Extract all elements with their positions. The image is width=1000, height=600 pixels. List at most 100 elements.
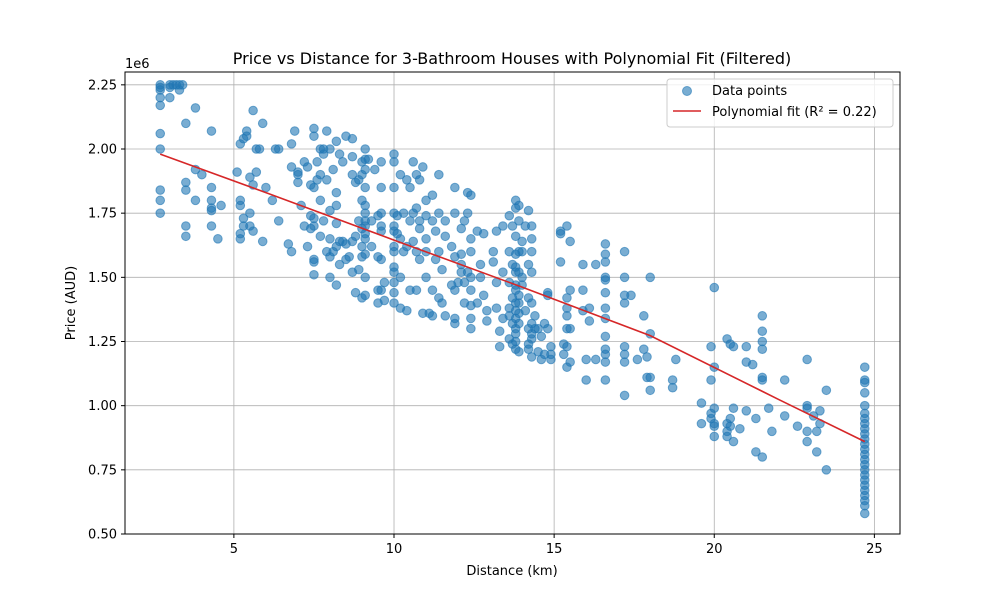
data-point: [437, 264, 447, 275]
data-point: [546, 354, 556, 365]
data-point: [328, 164, 338, 175]
data-point: [725, 421, 736, 432]
data-point: [155, 195, 166, 206]
data-point: [206, 126, 217, 136]
data-point: [514, 318, 524, 329]
data-point: [331, 200, 342, 211]
y-axis-label: Price (AUD): [64, 266, 79, 340]
data-point: [478, 228, 489, 239]
data-point: [584, 316, 595, 326]
data-point: [213, 234, 223, 244]
data-point: [757, 452, 768, 462]
data-point: [450, 208, 460, 218]
data-point: [526, 352, 537, 362]
data-point: [510, 231, 521, 242]
data-point: [254, 144, 265, 154]
y-tick-label: 2.25: [88, 78, 117, 93]
data-point: [763, 403, 774, 414]
data-point: [181, 231, 191, 242]
data-point: [526, 267, 537, 278]
data-point: [321, 126, 332, 136]
data-point: [389, 182, 399, 193]
data-point: [418, 162, 428, 172]
data-point: [619, 272, 630, 283]
data-point: [347, 151, 358, 162]
data-point: [334, 259, 345, 270]
data-point: [600, 357, 611, 367]
data-point: [600, 375, 611, 385]
data-point: [619, 357, 630, 367]
data-point: [366, 216, 377, 226]
data-point: [565, 357, 575, 367]
data-point: [578, 285, 588, 295]
data-point: [353, 264, 364, 275]
data-point: [261, 182, 271, 193]
y-tick-label: 1.25: [88, 335, 117, 350]
data-point: [235, 200, 246, 211]
data-point: [456, 249, 467, 260]
polynomial-fit-line: [159, 153, 866, 443]
data-point: [466, 323, 476, 334]
y-tick-label: 0.75: [88, 463, 117, 478]
x-axis-label: Distance (km): [466, 564, 557, 579]
data-point: [181, 185, 191, 195]
data-point: [466, 272, 476, 283]
data-point: [645, 385, 656, 396]
data-point: [811, 447, 822, 457]
data-point: [414, 254, 425, 265]
data-point: [482, 305, 492, 316]
data-point: [155, 128, 166, 139]
data-point: [581, 354, 591, 365]
data-point: [411, 203, 422, 213]
data-point: [859, 362, 870, 372]
data-point: [626, 290, 636, 301]
data-point: [360, 182, 370, 193]
data-point: [350, 231, 361, 242]
data-point: [488, 246, 499, 257]
data-point: [155, 144, 166, 154]
data-point: [376, 182, 386, 193]
data-point: [360, 249, 370, 260]
data-point: [706, 341, 716, 352]
data-point: [859, 388, 870, 398]
data-point: [197, 169, 207, 180]
y-tick-label: 1.00: [88, 399, 117, 414]
data-point: [360, 164, 370, 175]
data-point: [325, 144, 335, 154]
data-point: [331, 136, 342, 147]
data-point: [491, 303, 502, 313]
data-point: [309, 257, 319, 267]
x-tick-label: 5: [230, 542, 238, 557]
data-point: [321, 175, 332, 185]
data-point: [491, 226, 502, 236]
data-point: [440, 311, 451, 321]
data-point: [251, 167, 262, 177]
data-point: [751, 447, 761, 457]
x-ticks: 5 10 15 20 25: [230, 534, 883, 557]
data-point: [347, 133, 358, 144]
data-point: [507, 221, 518, 231]
data-point: [257, 236, 268, 247]
data-point: [427, 311, 438, 321]
data-point: [376, 254, 386, 265]
data-point: [562, 221, 572, 231]
data-point: [411, 285, 422, 295]
data-point: [466, 246, 476, 257]
data-point: [562, 311, 572, 321]
data-point: [360, 290, 370, 301]
data-point: [565, 236, 575, 247]
data-point: [363, 154, 374, 165]
data-point: [325, 205, 335, 216]
data-point: [245, 208, 255, 218]
data-point: [475, 259, 486, 270]
data-point: [206, 182, 217, 193]
data-point: [427, 190, 438, 200]
data-point: [600, 303, 611, 313]
data-point: [514, 216, 524, 226]
data-point: [498, 221, 508, 231]
data-point: [466, 234, 476, 244]
data-point: [395, 169, 406, 180]
data-point: [446, 241, 457, 252]
data-point: [642, 352, 652, 362]
